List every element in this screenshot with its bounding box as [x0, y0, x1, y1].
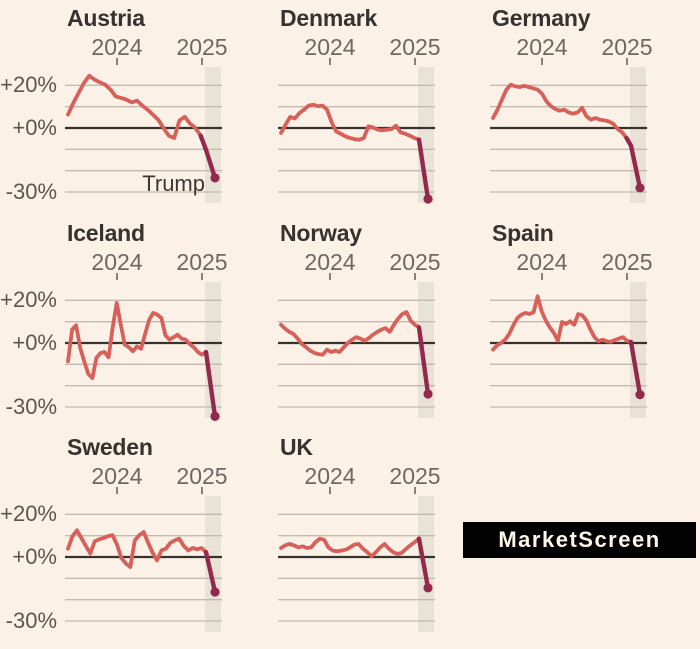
x-tick-mark [626, 58, 628, 65]
x-tick-mark [414, 487, 416, 494]
chart-title: Austria [67, 5, 145, 31]
line-chart-plot [65, 67, 222, 203]
x-tick-mark [329, 58, 331, 65]
x-tick-mark [116, 58, 118, 65]
chart-germany: Germany 2024 2025 [425, 5, 673, 220]
x-tick-mark [201, 487, 203, 494]
marketscreen-watermark: MarketScreen [463, 522, 696, 558]
x-tick-label-2025: 2025 [389, 249, 441, 275]
y-tick-label: -30% [5, 608, 57, 633]
x-tick-label-2024: 2024 [304, 34, 356, 60]
chart-title: Iceland [67, 220, 145, 246]
x-tick-label-2025: 2025 [176, 463, 228, 489]
chart-title: UK [280, 434, 313, 460]
chart-title: Germany [492, 5, 591, 31]
line-chart-plot [65, 282, 222, 421]
x-tick-mark [414, 273, 416, 280]
x-tick-label-2025: 2025 [601, 249, 653, 275]
x-tick-mark [329, 273, 331, 280]
chart-austria: Austria 2024 2025 +20% +0% -30% Trump [0, 5, 248, 220]
chart-title: Spain [492, 220, 554, 246]
y-tick-label: +20% [0, 72, 57, 97]
line-chart-plot [278, 67, 435, 204]
chart-sweden: Sweden 2024 2025 +20% +0% -30% [0, 434, 248, 649]
line-chart-plot [278, 496, 435, 632]
line-chart-plot [65, 496, 222, 632]
x-tick-label-2024: 2024 [91, 34, 143, 60]
line-chart-plot [278, 282, 435, 418]
x-tick-mark [201, 58, 203, 65]
chart-title: Sweden [67, 434, 153, 460]
x-tick-mark [414, 58, 416, 65]
chart-uk: UK 2024 2025 [213, 434, 461, 649]
line-chart-plot [490, 282, 647, 418]
line-chart-plot [490, 67, 647, 203]
y-tick-label: +20% [0, 501, 57, 526]
y-tick-label: -30% [5, 179, 57, 204]
x-tick-label-2025: 2025 [389, 34, 441, 60]
x-tick-mark [329, 487, 331, 494]
x-tick-label-2025: 2025 [176, 34, 228, 60]
y-tick-label: -30% [5, 394, 57, 419]
y-tick-label: +20% [0, 287, 57, 312]
chart-norway: Norway 2024 2025 [213, 220, 461, 435]
x-tick-label-2025: 2025 [601, 34, 653, 60]
x-tick-mark [626, 273, 628, 280]
y-tick-label: +0% [12, 330, 57, 355]
chart-spain: Spain 2024 2025 [425, 220, 673, 435]
chart-iceland: Iceland 2024 2025 +20% +0% -30% [0, 220, 248, 435]
chart-title: Norway [280, 220, 362, 246]
x-tick-label-2025: 2025 [176, 249, 228, 275]
x-tick-label-2024: 2024 [516, 249, 568, 275]
x-tick-mark [201, 273, 203, 280]
small-multiples-chart-grid: Austria 2024 2025 +20% +0% -30% Trump De… [0, 5, 696, 633]
y-tick-label: +0% [12, 544, 57, 569]
y-tick-label: +0% [12, 115, 57, 140]
x-tick-mark [116, 273, 118, 280]
x-tick-label-2024: 2024 [91, 249, 143, 275]
x-tick-label-2024: 2024 [304, 249, 356, 275]
chart-denmark: Denmark 2024 2025 [213, 5, 461, 220]
chart-title: Denmark [280, 5, 378, 31]
x-tick-label-2024: 2024 [91, 463, 143, 489]
x-tick-mark [541, 273, 543, 280]
x-tick-label-2024: 2024 [304, 463, 356, 489]
x-tick-mark [541, 58, 543, 65]
x-tick-label-2024: 2024 [516, 34, 568, 60]
x-tick-mark [116, 487, 118, 494]
x-tick-label-2025: 2025 [389, 463, 441, 489]
